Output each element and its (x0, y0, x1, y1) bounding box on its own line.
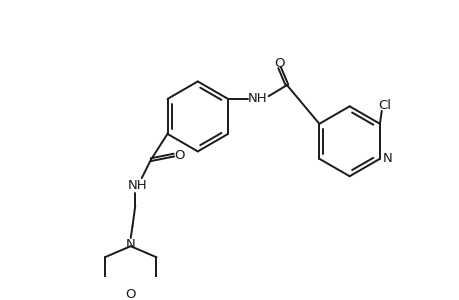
Text: O: O (274, 56, 284, 70)
Text: O: O (125, 289, 136, 300)
Text: Cl: Cl (377, 99, 390, 112)
Text: NH: NH (247, 92, 267, 105)
Text: N: N (381, 152, 392, 165)
Text: O: O (174, 148, 185, 162)
Text: N: N (126, 238, 135, 251)
Text: NH: NH (127, 179, 146, 192)
